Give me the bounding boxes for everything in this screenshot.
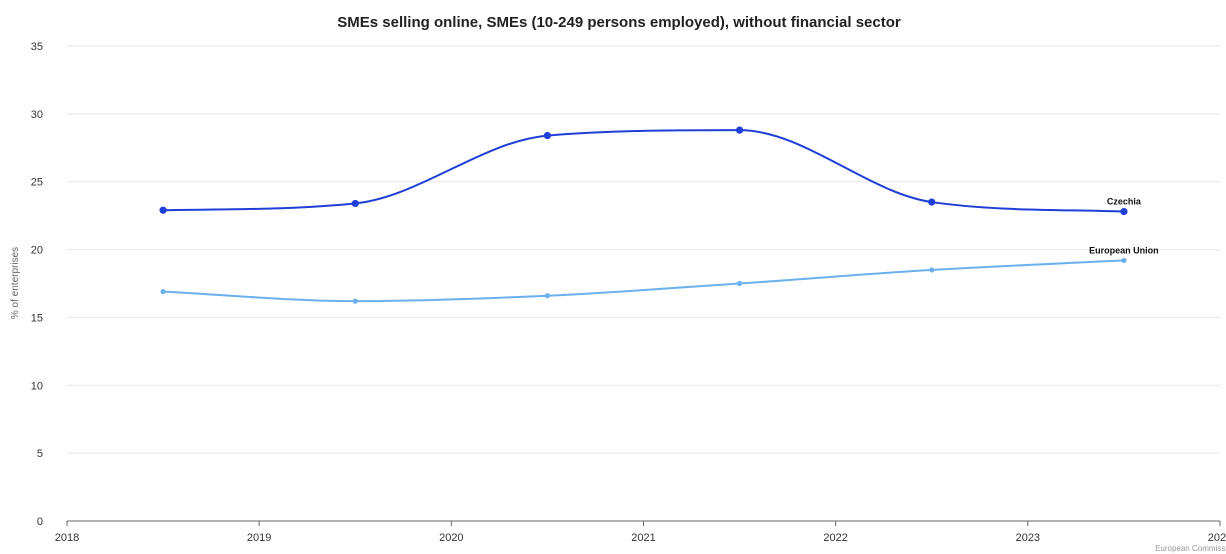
data-point[interactable] <box>351 199 359 208</box>
y-tick-label: 25 <box>31 177 43 189</box>
y-tick-label: 35 <box>31 41 43 53</box>
data-point[interactable] <box>1120 207 1128 216</box>
data-point[interactable] <box>160 289 166 295</box>
y-axis-label: % of enterprises <box>10 247 21 319</box>
x-tick-label: 2018 <box>55 532 79 544</box>
series-layer: Czechia European Union <box>159 126 1159 304</box>
x-tick-label: 2020 <box>439 532 463 544</box>
y-tick-label: 15 <box>31 312 43 324</box>
x-tick-label: 2021 <box>631 532 655 544</box>
gridlines <box>67 45 1220 454</box>
x-tick-label: 2022 <box>823 532 847 544</box>
data-point[interactable] <box>543 131 552 140</box>
series-label: Czechia <box>1107 197 1142 207</box>
x-tick-label: 2023 <box>1016 532 1040 544</box>
series-line-czechia <box>163 129 1124 213</box>
y-tick-label: 30 <box>31 109 43 121</box>
axes: 0 5 10 15 20 25 30 35 2018 2019 2020 2021 2022 2023 20… <box>31 41 1226 544</box>
series-label: European Union <box>1089 245 1159 255</box>
x-tick-label: 2019 <box>247 532 271 544</box>
data-point[interactable] <box>736 280 743 287</box>
chart-title: SMEs selling online, SMEs (10-249 person… <box>337 14 901 31</box>
y-tick-label: 5 <box>37 448 43 460</box>
data-point[interactable] <box>1121 257 1127 264</box>
data-point[interactable] <box>159 206 167 214</box>
y-tick-label: 20 <box>31 245 43 257</box>
data-point[interactable] <box>735 126 744 134</box>
data-point[interactable] <box>929 267 935 273</box>
data-point[interactable] <box>928 198 936 206</box>
x-tick-label: 2024 <box>1208 532 1226 544</box>
y-tick-label: 10 <box>31 380 43 392</box>
data-point[interactable] <box>544 293 551 299</box>
y-tick-label: 0 <box>37 516 43 528</box>
series-line-european-union <box>163 259 1124 303</box>
data-point[interactable] <box>352 298 358 304</box>
chart-credit: European Commission <box>1155 544 1226 553</box>
